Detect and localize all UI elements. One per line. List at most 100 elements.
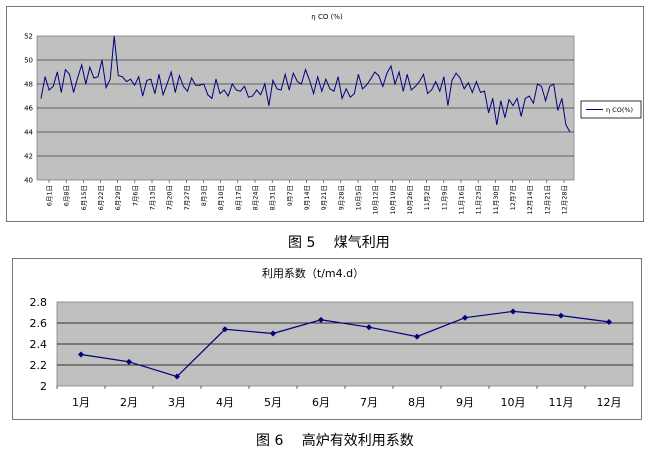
chart5-legend-label: η CO(%) xyxy=(606,106,633,114)
chart5-data-point xyxy=(174,92,176,93)
chart5-ytick-label: 52 xyxy=(24,33,33,41)
chart5-xtick-label: 12月7日 xyxy=(509,185,517,210)
chart5-ytick-label: 40 xyxy=(24,177,33,185)
chart6-xtick-label: 6月 xyxy=(312,396,330,409)
chart5-data-point xyxy=(345,88,347,90)
chart5-xtick-label: 11月9日 xyxy=(440,185,448,210)
chart5-data-point xyxy=(337,76,339,78)
chart5-xtick-label: 9月28日 xyxy=(337,185,345,210)
chart5-xtick-label: 8月24日 xyxy=(252,185,260,210)
chart5-ytick-label: 48 xyxy=(24,81,33,89)
chart5-xtick-label: 12月14日 xyxy=(526,185,534,215)
chart5-data-point xyxy=(280,89,282,91)
chart5-data-point xyxy=(150,78,152,80)
chart5-legend-box xyxy=(580,100,642,119)
chart5-data-point xyxy=(427,93,428,94)
chart5-data-point xyxy=(146,80,148,81)
chart5-data-point xyxy=(349,96,351,98)
chart5-ytick-label: 50 xyxy=(24,57,33,65)
chart5-xtick-label: 8月31日 xyxy=(269,185,277,210)
chart5-data-point xyxy=(191,77,193,79)
chart6-xtick-label: 10月 xyxy=(501,396,526,409)
figure5-chart: η CO (%) 40 42 44 46 48 50 52 6月1日 6月8日 6月15日 6月2… xyxy=(24,13,642,215)
chart5-data-point xyxy=(292,72,294,74)
chart5-xtick-label: 6月29日 xyxy=(114,185,122,210)
chart5-data-point xyxy=(260,94,262,96)
chart5-xtick-label: 12月21日 xyxy=(543,185,551,215)
chart5-xtick-label: 6月8日 xyxy=(63,185,71,206)
chart5-data-point xyxy=(117,75,119,76)
chart5-xtick-label: 10月12日 xyxy=(372,185,380,215)
chart6-data-marker xyxy=(222,326,228,333)
chart5-data-point xyxy=(264,83,266,85)
chart5-xtick-label: 8月3日 xyxy=(200,185,208,206)
chart5-data-point xyxy=(353,93,355,94)
chart6-xtick-label: 9月 xyxy=(456,396,474,409)
chart5-xtick-label: 11月23日 xyxy=(475,185,483,215)
chart5-data-point xyxy=(44,76,46,78)
chart5-data-point xyxy=(105,87,107,88)
chart5-data-point xyxy=(492,98,494,99)
chart5-ytick-label: 44 xyxy=(24,129,33,137)
chart5-data-point xyxy=(284,74,286,75)
chart5-data-point xyxy=(504,117,506,118)
chart5-data-point xyxy=(73,92,74,93)
chart5-data-point xyxy=(183,86,184,87)
chart5-data-point xyxy=(410,89,412,91)
figure6-panel: 利用系数（t/m4.d） 2 2.2 2.4 2.6 2.8 1月 2月 3月 4月 5月 6月 7… xyxy=(12,258,642,420)
chart5-data-point xyxy=(122,76,123,78)
chart5-data-point xyxy=(89,66,91,68)
chart6-data-marker xyxy=(126,358,132,365)
chart5-data-point xyxy=(512,105,514,106)
chart5-data-point xyxy=(455,72,457,74)
chart5-data-point xyxy=(219,93,221,94)
chart5-data-point xyxy=(256,89,258,91)
chart5-data-point xyxy=(231,83,233,85)
chart6-ytick-label: 2.6 xyxy=(30,317,48,330)
chart5-xtick-label: 9月7日 xyxy=(286,185,294,206)
chart6-xtick-label: 3月 xyxy=(168,396,186,409)
chart6-data-marker xyxy=(558,312,564,319)
chart5-data-point xyxy=(398,71,400,73)
chart5-data-point xyxy=(56,71,58,73)
chart5-data-point xyxy=(113,35,115,37)
chart5-data-point xyxy=(244,86,245,87)
chart5-data-point xyxy=(211,98,213,99)
chart5-data-point xyxy=(435,81,437,82)
chart5-data-point xyxy=(126,81,127,82)
chart5-xtick-label: 8月17日 xyxy=(234,185,242,210)
chart6-ytick-label: 2.4 xyxy=(30,338,48,351)
chart6-data-marker xyxy=(510,308,516,315)
chart6-data-marker xyxy=(318,316,324,323)
chart5-data-point xyxy=(447,105,449,106)
chart5-data-point xyxy=(480,92,481,93)
chart5-data-point xyxy=(500,100,502,102)
chart6-data-marker xyxy=(78,351,84,358)
chart5-data-point xyxy=(378,75,380,76)
chart5-data-point xyxy=(215,78,217,80)
chart5-data-point xyxy=(528,95,530,97)
chart6-data-marker xyxy=(174,373,180,380)
chart5-data-point xyxy=(569,131,571,133)
chart6-data-marker xyxy=(270,330,276,337)
chart5-data-point xyxy=(203,83,205,85)
chart5-data-point xyxy=(276,88,278,90)
chart5-data-point xyxy=(170,71,172,73)
chart5-data-point xyxy=(142,95,144,97)
chart5-data-point xyxy=(402,90,404,92)
chart5-data-point xyxy=(415,86,416,87)
chart5-data-point xyxy=(431,89,432,91)
chart6-xtick-label: 7月 xyxy=(360,396,378,409)
chart5-data-point xyxy=(358,74,359,75)
chart6-title: 利用系数（t/m4.d） xyxy=(262,267,364,280)
chart5-xtick-label: 11月2日 xyxy=(423,185,431,210)
chart5-data-point xyxy=(463,88,465,90)
chart5-data-point xyxy=(423,74,424,75)
chart5-data-point xyxy=(557,110,559,111)
chart5-data-point xyxy=(565,124,567,126)
chart5-data-point xyxy=(268,105,270,106)
chart5-xtick-label: 10月19日 xyxy=(389,185,397,215)
chart5-ytick-label: 42 xyxy=(24,153,33,161)
chart5-data-point xyxy=(317,76,319,78)
chart5-data-point xyxy=(52,86,54,87)
